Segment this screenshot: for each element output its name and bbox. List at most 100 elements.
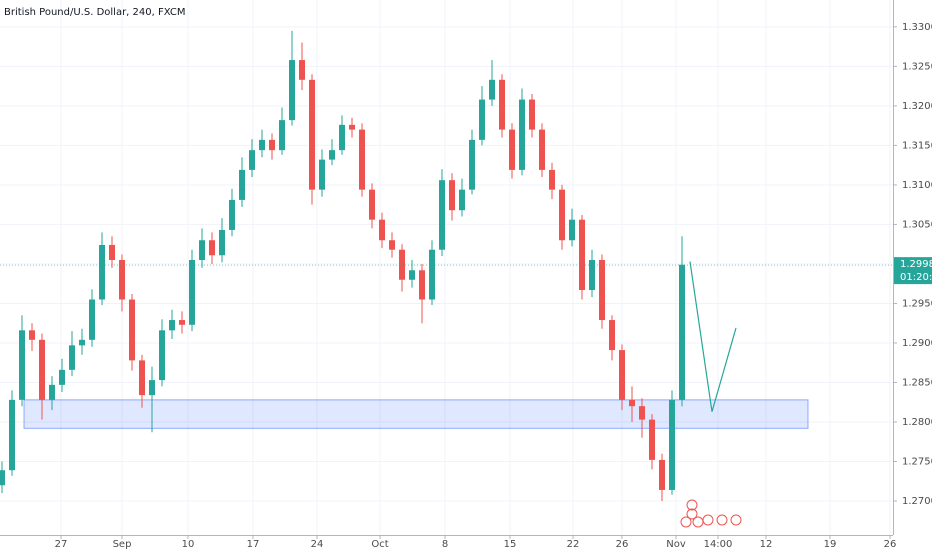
candle-body <box>109 244 115 260</box>
candle-body <box>629 399 635 407</box>
x-tick-label: 8 <box>442 539 448 550</box>
x-tick-label: 12 <box>760 539 773 550</box>
x-tick-label: 15 <box>504 539 517 550</box>
grid <box>0 0 893 535</box>
event-icon <box>716 514 728 526</box>
candle-body <box>239 169 245 200</box>
x-tick-label: 19 <box>824 539 837 550</box>
candle-body <box>419 270 425 300</box>
x-tick-label: Oct <box>371 539 388 550</box>
candle-body <box>0 470 5 486</box>
candle-body <box>319 159 325 190</box>
candle-body <box>309 79 315 190</box>
y-tick-label: 1.32000 <box>902 101 932 112</box>
projection-line <box>689 261 737 412</box>
event-icons <box>680 499 742 528</box>
x-tick-label: Sep <box>113 539 132 550</box>
event-icon <box>686 508 698 520</box>
candle-body <box>429 249 435 300</box>
candle-body <box>249 150 255 170</box>
candle-body <box>29 330 35 340</box>
candle-body <box>229 199 235 230</box>
y-tick-label: 1.30500 <box>902 219 932 230</box>
axes: 1.27000 1.27500 1.28000 1.28500 1.29000 1.295… <box>0 22 932 550</box>
event-icon <box>680 516 692 528</box>
candle-body <box>609 320 615 351</box>
y-tick-label: 1.31000 <box>902 180 932 191</box>
candle-body <box>259 139 265 151</box>
candle-body <box>69 345 75 370</box>
x-tick-label: 26 <box>616 539 629 550</box>
candle-body <box>409 270 415 280</box>
y-tick-label: 1.32500 <box>902 61 932 72</box>
candle-body <box>599 259 605 321</box>
last-price-label: 1.29985 <box>900 259 932 270</box>
candle-body <box>359 129 365 190</box>
candle-body <box>9 399 15 471</box>
candle-body <box>379 219 385 241</box>
candle-body <box>279 120 285 151</box>
candle-body <box>499 79 505 130</box>
candle-body <box>49 384 55 400</box>
candle-body <box>289 60 295 121</box>
candle-body <box>339 124 345 151</box>
candle-body <box>149 380 155 396</box>
event-icon <box>686 499 698 511</box>
x-tick-label: 27 <box>55 539 68 550</box>
candle-body <box>459 189 465 211</box>
candle-body <box>139 360 145 396</box>
candle-body <box>119 259 125 300</box>
candle-body <box>589 259 595 291</box>
x-tick-label: 10 <box>182 539 195 550</box>
candle-body <box>449 180 455 211</box>
candle-body <box>639 406 645 420</box>
y-tick-label: 1.28500 <box>902 377 932 388</box>
candle-body <box>349 124 355 130</box>
candle-body <box>189 259 195 325</box>
candle-body <box>329 150 335 160</box>
candle-body <box>549 169 555 190</box>
y-tick-label: 1.29500 <box>902 298 932 309</box>
candle-body <box>169 320 175 331</box>
x-tick-label: 17 <box>247 539 260 550</box>
x-tick-label: 22 <box>567 539 580 550</box>
candle-body <box>559 189 565 241</box>
candle-body <box>579 219 585 291</box>
candle-body <box>39 339 45 400</box>
plot <box>0 30 809 502</box>
candle-body <box>299 60 305 80</box>
candle-body <box>269 139 275 151</box>
candle-body <box>529 99 535 130</box>
support-zone <box>23 399 809 429</box>
y-tick-label: 1.27500 <box>902 457 932 468</box>
candle-body <box>439 180 445 250</box>
candle-body <box>659 459 665 490</box>
candle-body <box>539 129 545 170</box>
event-icon <box>702 514 714 526</box>
candle-body <box>89 299 95 340</box>
candle-body <box>619 350 625 400</box>
candle-body <box>389 240 395 250</box>
candle-body <box>489 79 495 100</box>
chart-title: British Pound/U.S. Dollar, 240, FXCM <box>4 7 185 18</box>
candle-body <box>649 419 655 460</box>
y-tick-label: 1.33000 <box>902 22 932 33</box>
candle-body <box>179 320 185 325</box>
x-tick-label: Nov <box>666 539 686 550</box>
candle-body <box>19 330 25 400</box>
x-tick-label: 14:00 <box>704 539 733 550</box>
countdown-label: 01:20:22 <box>900 272 932 283</box>
candle-body <box>219 229 225 256</box>
event-icon <box>730 514 742 526</box>
x-tick-label: 24 <box>311 539 324 550</box>
candle-body <box>679 264 685 400</box>
y-tick-label: 1.28000 <box>902 417 932 428</box>
candle-body <box>159 330 165 381</box>
candle-body <box>129 299 135 361</box>
candle-body <box>99 244 105 300</box>
y-tick-label: 1.27000 <box>902 496 932 507</box>
y-tick-label: 1.29000 <box>902 338 932 349</box>
candle-body <box>369 189 375 220</box>
